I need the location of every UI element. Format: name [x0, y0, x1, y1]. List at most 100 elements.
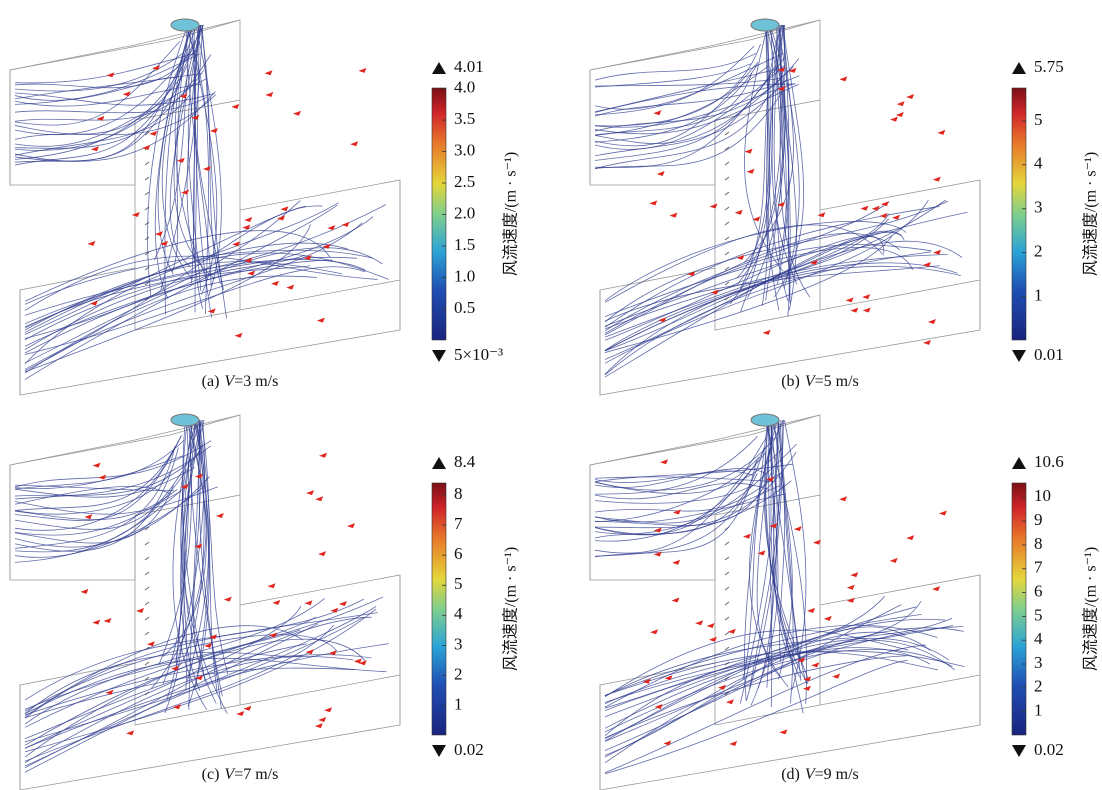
colorbar-min: 5×10⁻³ — [454, 345, 503, 364]
flow-arrow — [293, 111, 301, 116]
flow-arrow — [649, 200, 657, 205]
colorbar-tick-label: 3.5 — [454, 109, 475, 128]
flow-arrow — [315, 723, 323, 728]
flow-arrow — [663, 740, 671, 745]
inlet — [171, 414, 199, 426]
colorbar-tick-label: 3 — [1034, 198, 1043, 217]
flow-arrow — [923, 340, 931, 345]
flow-arrow — [318, 717, 326, 722]
flow-arrow — [890, 117, 898, 122]
flow-arrow — [650, 629, 658, 634]
colorbar-tick-label: 1.0 — [454, 266, 475, 285]
flow-arrow — [850, 308, 858, 313]
flow-arrow — [906, 535, 914, 540]
flow-arrow — [839, 76, 847, 81]
streamline — [595, 473, 757, 556]
colorbar-tick-label: 6 — [454, 544, 463, 563]
colorbar — [432, 483, 446, 735]
colorbar-max: 5.75 — [1034, 57, 1064, 76]
caption-value: =9 m/s — [815, 766, 859, 783]
flow-arrow — [315, 496, 323, 501]
flow-arrow — [306, 490, 314, 495]
duct-slot — [145, 557, 149, 560]
colorbar-tick-label: 3 — [454, 634, 463, 653]
flow-arrow — [745, 149, 753, 154]
caption-value: =7 m/s — [234, 766, 278, 783]
flow-arrow — [718, 685, 726, 690]
flow-arrow — [350, 141, 358, 146]
flow-arrow — [271, 281, 279, 286]
flow-arrow — [224, 597, 232, 602]
flow-arrow — [244, 217, 252, 222]
duct-slot — [725, 282, 729, 285]
inlet — [751, 19, 779, 31]
flow-arrow — [657, 171, 665, 176]
streamline — [15, 441, 211, 487]
duct-slot — [725, 237, 729, 240]
flow-arrow — [317, 318, 325, 323]
flow-arrow — [846, 297, 854, 302]
colorbar-tick-label: 4 — [1034, 154, 1043, 173]
flow-arrow — [660, 459, 668, 464]
flow-arrow — [106, 72, 114, 77]
flow-arrow — [286, 285, 294, 290]
flow-arrow — [862, 294, 870, 299]
flow-arrow — [881, 201, 889, 206]
duct-slot — [145, 177, 149, 180]
colorbar-tick-label: 2 — [1034, 677, 1043, 696]
duct-slot — [725, 132, 729, 135]
flow-arrow — [142, 145, 150, 150]
duct-outline — [590, 415, 820, 465]
flow-arrow — [265, 92, 273, 97]
flow-arrow — [330, 608, 338, 613]
flow-arrow — [872, 206, 880, 211]
min-triangle — [432, 745, 446, 757]
flow-arrow — [324, 707, 332, 712]
flow-arrow — [763, 330, 771, 335]
flow-arrow — [147, 641, 155, 646]
flow-arrow — [339, 601, 347, 606]
colorbar-tick-label: 4 — [1034, 629, 1043, 648]
streamline — [595, 65, 785, 149]
flow-arrow — [928, 319, 936, 324]
figure: 4.015×10⁻³0.51.01.52.02.53.03.54.0风流速度/(… — [0, 0, 1102, 790]
min-triangle — [1012, 350, 1026, 362]
streamline — [595, 448, 783, 494]
caption-label: (d) — [781, 766, 800, 783]
duct-slot — [725, 572, 729, 575]
min-triangle — [1012, 745, 1026, 757]
streamline — [605, 241, 962, 351]
flow-arrow — [817, 212, 825, 217]
duct-slot — [725, 177, 729, 180]
flow-arrow — [896, 112, 904, 117]
max-triangle — [1012, 62, 1026, 74]
flow-arrow — [709, 637, 717, 642]
caption-label: (a) — [202, 373, 220, 390]
caption-value: =3 m/s — [234, 373, 278, 390]
colorbar-title: 风流速度/(m · s⁻¹) — [1082, 547, 1100, 671]
colorbar-tick-label: 7 — [454, 514, 463, 533]
flow-arrow — [90, 301, 98, 306]
flow-arrow — [136, 608, 144, 613]
flow-arrow — [319, 453, 327, 458]
colorbar-tick-label: 10 — [1034, 486, 1051, 505]
duct-slot — [725, 192, 729, 195]
duct-outline — [20, 180, 400, 395]
panel: 5.750.0112345风流速度/(m · s⁻¹)(b)V=5 m/s — [590, 19, 1100, 395]
colorbar-tick-label: 1 — [1034, 285, 1043, 304]
colorbar-tick-label: 5 — [454, 574, 463, 593]
flow-arrow — [839, 496, 847, 501]
flow-arrow — [231, 104, 239, 109]
flow-arrow — [811, 662, 819, 667]
flow-arrow — [103, 618, 111, 623]
duct-slot — [145, 572, 149, 575]
duct-slot — [145, 237, 149, 240]
flow-arrow — [847, 585, 855, 590]
flow-arrow — [208, 308, 216, 313]
flow-arrow — [653, 110, 661, 115]
streamline — [605, 214, 889, 337]
flow-arrow — [906, 94, 914, 99]
colorbar-max: 8.4 — [454, 452, 476, 471]
flow-arrow — [695, 620, 703, 625]
flow-arrow — [149, 131, 157, 136]
